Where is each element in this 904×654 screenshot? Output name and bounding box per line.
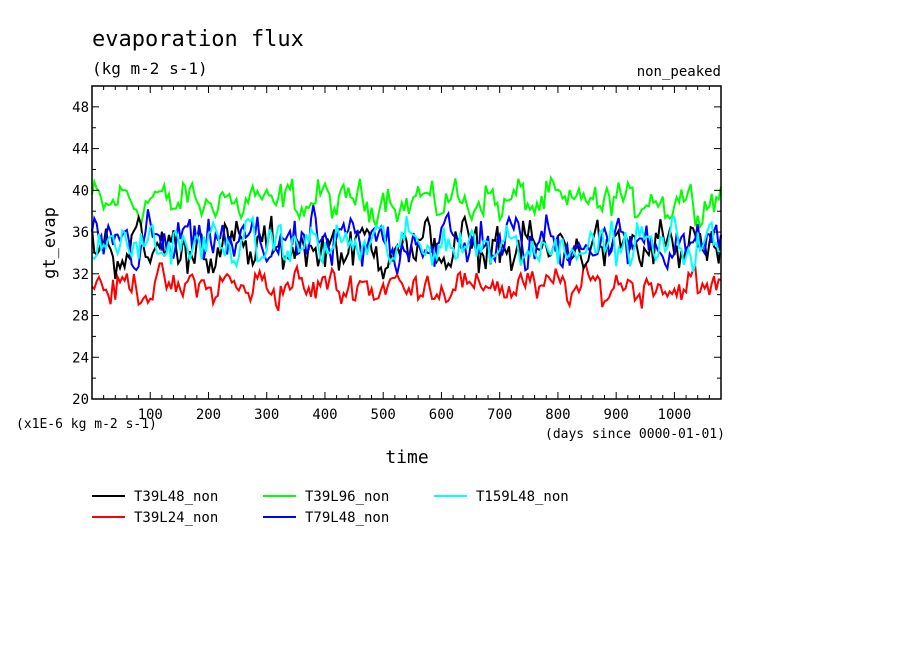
legend-label: T39L96_non: [305, 489, 389, 505]
legend-item: T79L48_non: [263, 510, 389, 526]
legend-label: T159L48_non: [476, 489, 569, 505]
legend: T39L48_non T39L24_non T39L96_non T79L48_non…: [92, 489, 569, 526]
y-multiplier-label: (x1E-6 kg m-2 s-1): [16, 417, 157, 432]
legend-item: T39L96_non: [263, 489, 389, 505]
plot-lines: [91, 174, 722, 312]
y-tick-label: 44: [72, 142, 89, 158]
y-tick-label: 20: [72, 392, 89, 408]
x-tick-label: 300: [254, 407, 279, 423]
chart-units: (kg m-2 s-1): [92, 59, 208, 78]
y-tick-label: 24: [72, 350, 89, 366]
legend-label: T79L48_non: [305, 510, 389, 526]
x-axis-label: time: [385, 447, 428, 468]
y-tick-label: 40: [72, 183, 89, 199]
x-tick-label: 500: [371, 407, 396, 423]
series-line-T39L24_non: [91, 262, 722, 312]
legend-item: T39L48_non: [92, 489, 218, 505]
x-tick-label: 400: [312, 407, 337, 423]
x-tick-label: 100: [138, 407, 163, 423]
legend-item: T159L48_non: [434, 489, 569, 505]
y-axis-label: gt_evap: [40, 207, 60, 279]
legend-item: T39L24_non: [92, 510, 218, 526]
x-tick-label: 1000: [658, 407, 692, 423]
axes: 20 24 28 32 36 40 44 48 100 200 300 400 500 600 700 800…: [72, 85, 722, 423]
x-tick-label: 800: [545, 407, 570, 423]
y-tick-label: 32: [72, 267, 89, 283]
series-line-T79L48_non: [91, 205, 722, 275]
legend-label: T39L48_non: [134, 489, 218, 505]
chart-note: non_peaked: [637, 64, 721, 80]
series-line-T159L48_non: [91, 214, 722, 273]
y-tick-label: 28: [72, 309, 89, 325]
y-tick-label: 36: [72, 225, 89, 241]
x-tick-label: 900: [604, 407, 629, 423]
x-tick-label: 600: [429, 407, 454, 423]
y-tick-label: 48: [72, 100, 89, 116]
x-units-label: (days since 0000-01-01): [545, 427, 725, 442]
x-tick-label: 200: [196, 407, 221, 423]
series-line-T39L96_non: [91, 174, 722, 231]
legend-label: T39L24_non: [134, 510, 218, 526]
chart-title: evaporation flux: [92, 27, 304, 52]
x-tick-label: 700: [487, 407, 512, 423]
